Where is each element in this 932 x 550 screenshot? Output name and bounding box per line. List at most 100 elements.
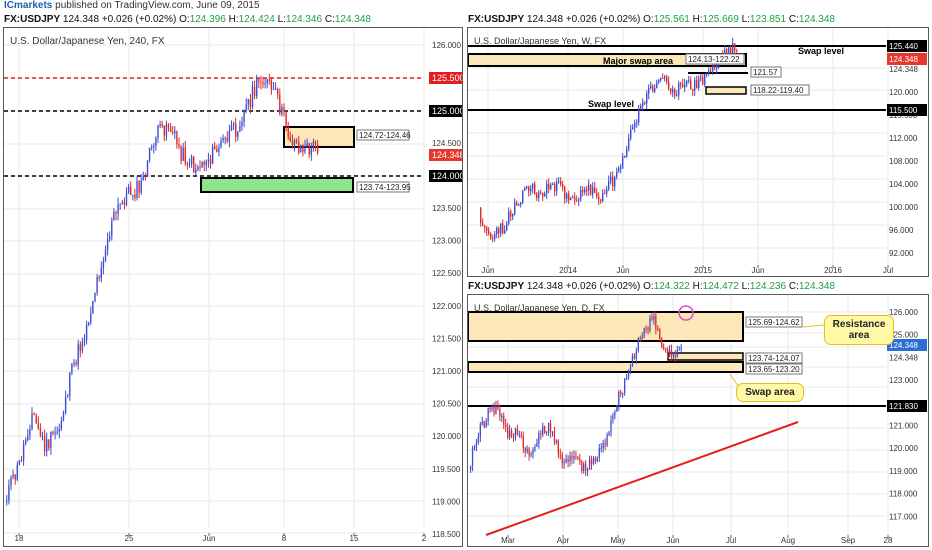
chart-weekly-svg[interactable]: U.S. Dollar/Japanese Yen, W, FX Major sw… — [468, 28, 928, 276]
open-value: 124.396 — [189, 14, 226, 25]
candle-body — [81, 342, 84, 351]
chart-daily-svg[interactable]: U.S. Dollar/Japanese Yen, D, FX 125.69-1… — [468, 295, 928, 546]
candle-body — [714, 66, 716, 69]
candle-body — [672, 89, 674, 93]
candle-body — [197, 167, 199, 170]
candle-body — [209, 159, 212, 164]
candle-body — [524, 447, 526, 452]
candle-body — [628, 138, 630, 150]
candle-body — [111, 220, 113, 237]
level-tag-text: 125.000 — [432, 106, 462, 116]
low-label: L: — [741, 14, 750, 25]
candle-body — [662, 77, 664, 79]
chart-4h-panel[interactable]: U.S. Dollar/Japanese Yen, 240, FX 124.72… — [3, 27, 463, 547]
candle-body — [645, 327, 647, 329]
trendline[interactable] — [485, 421, 799, 536]
time-tick: Apr — [557, 536, 570, 545]
time-tick: 2 — [422, 534, 427, 543]
candle-body — [620, 167, 622, 169]
change-value: +0.026 (+0.02%) — [565, 281, 641, 292]
chart-title: U.S. Dollar/Japanese Yen, W, FX — [474, 36, 606, 46]
close-value: 124.348 — [334, 14, 371, 25]
candle-body — [639, 337, 641, 339]
candle-body — [279, 94, 281, 115]
zone-label: 124.13-122.22 — [688, 55, 740, 64]
candle-body — [501, 415, 503, 417]
candle-body — [312, 141, 315, 149]
candle-body — [664, 76, 666, 79]
candle-body — [555, 440, 558, 443]
candle-body — [243, 109, 245, 122]
minor-zone[interactable] — [705, 86, 747, 95]
time-tick: Sep — [841, 536, 856, 545]
candle-body — [310, 148, 312, 155]
symbol-label[interactable]: FX:USDJPY — [468, 281, 525, 292]
candle-body — [482, 223, 484, 226]
candle-body — [503, 415, 505, 425]
time-tick: Jul — [726, 536, 736, 545]
candle-body — [144, 176, 147, 178]
candle-body — [600, 448, 602, 450]
chart-4h-svg[interactable]: U.S. Dollar/Japanese Yen, 240, FX 124.72… — [4, 28, 462, 546]
candle-body — [119, 203, 121, 205]
candle-body — [285, 111, 287, 128]
price-tick: 123.000 — [889, 376, 918, 385]
symbol-label[interactable]: FX:USDJPY — [4, 14, 61, 25]
candle-body — [199, 167, 201, 169]
time-axis[interactable]: 18 25 Jun 8 15 2 — [15, 533, 427, 543]
candle-body — [481, 421, 483, 425]
candle-body — [146, 160, 149, 177]
time-axis[interactable]: Jun 2014 Jun 2015 Jun 2016 Jul — [482, 265, 894, 275]
candle-body — [606, 189, 608, 194]
time-axis[interactable]: Mar Apr May Jun Jul Aug Sep 28 — [501, 535, 893, 545]
candle-body — [716, 64, 718, 69]
candle-body — [495, 405, 497, 414]
candle-body — [528, 448, 530, 456]
candle-body — [94, 292, 96, 301]
candle-body — [672, 354, 675, 357]
candle-body — [624, 378, 626, 394]
symbol-label[interactable]: FX:USDJPY — [468, 14, 525, 25]
price-tick: 104.000 — [889, 180, 918, 189]
candle-body — [568, 193, 570, 201]
candle-body — [704, 73, 706, 85]
candle-body — [169, 127, 172, 133]
candle-body — [547, 423, 550, 432]
candle-body — [140, 180, 142, 193]
candle-body — [493, 405, 495, 414]
demand-zone[interactable] — [667, 352, 744, 361]
candle-body — [648, 87, 650, 94]
candle-body — [483, 421, 485, 428]
candle-body — [625, 377, 628, 379]
resistance-zone[interactable] — [468, 311, 744, 342]
candle-body — [548, 183, 550, 189]
chart-weekly-panel[interactable]: U.S. Dollar/Japanese Yen, W, FX Major sw… — [467, 27, 929, 277]
swap-zone[interactable] — [468, 361, 744, 373]
price-axis[interactable]: 125.440 124.348 120.000 115.500 112.000 108.0… — [887, 40, 927, 258]
candle-body — [606, 435, 608, 446]
candle-body — [39, 428, 42, 437]
major-swap-zone[interactable] — [468, 53, 747, 67]
open-value: 125.561 — [653, 14, 690, 25]
candle-body — [578, 199, 580, 201]
candle-body — [657, 328, 659, 330]
candle-body — [596, 457, 598, 462]
price-tick: 123.000 — [432, 237, 461, 246]
candle-body — [674, 89, 676, 96]
demand-zone[interactable] — [200, 177, 354, 193]
candle-body — [31, 413, 33, 430]
candle-body — [678, 349, 680, 351]
candle-body — [520, 202, 522, 205]
chart-daily-panel[interactable]: U.S. Dollar/Japanese Yen, D, FX 125.69-1… — [467, 294, 929, 547]
brand-logo[interactable]: ICmarkets — [4, 0, 53, 11]
price-tick: 120.000 — [889, 88, 918, 97]
price-axis[interactable]: 126.000125.000124.348123.000121.830121.0… — [887, 308, 927, 521]
supply-zone[interactable] — [283, 126, 355, 148]
candle-body — [635, 350, 637, 359]
candle-body — [649, 317, 651, 331]
candle-body — [624, 156, 626, 158]
price-tick: 118.000 — [889, 490, 918, 499]
candle-body — [98, 276, 100, 279]
candle-body — [186, 163, 189, 165]
candle-body — [151, 147, 153, 149]
